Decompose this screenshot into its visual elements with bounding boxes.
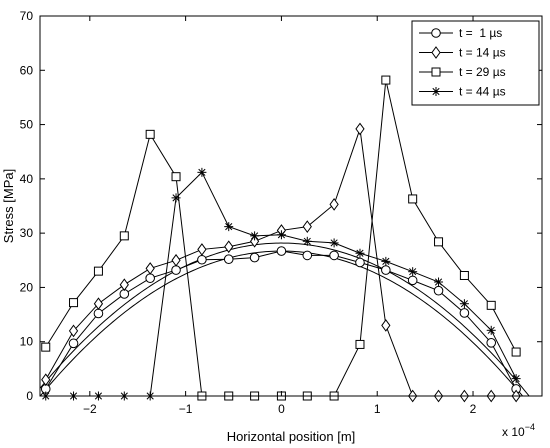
legend-label: t = 44 µs (459, 85, 506, 99)
y-tick-labels: 0 10 20 30 40 50 60 70 (20, 9, 34, 403)
point-series-4 (329, 238, 339, 248)
y-tick-label: 0 (26, 389, 33, 403)
legend-marker (431, 46, 441, 59)
point-series-2 (197, 243, 207, 256)
point-series-2 (68, 324, 79, 338)
point-series-1 (486, 338, 497, 348)
y-tick-label: 60 (20, 63, 34, 77)
y-axis-label: Stress [MPa] (1, 169, 16, 243)
y-tick-label: 30 (20, 226, 34, 240)
point-series-4 (302, 236, 312, 246)
legend-label: t = 1 µs (459, 26, 502, 40)
point-series-1 (329, 250, 339, 261)
point-series-4 (355, 248, 365, 258)
point-series-3 (486, 300, 496, 310)
x-tick-label: 2 (470, 402, 477, 416)
point-series-2 (224, 240, 234, 254)
point-series-2 (41, 373, 51, 387)
series-line-4 (45, 171, 517, 397)
fit-curve-t14 (40, 242, 530, 396)
point-series-4 (224, 222, 234, 232)
point-series-4 (511, 374, 521, 384)
point-series-1 (355, 257, 365, 268)
point-series-1 (223, 254, 234, 265)
series-markers (40, 75, 521, 403)
legend-marker (431, 87, 441, 96)
point-series-2 (355, 122, 365, 136)
point-series-1 (381, 265, 391, 275)
point-series-1 (459, 308, 470, 318)
point-series-3 (41, 342, 51, 352)
point-series-2 (302, 220, 312, 233)
point-series-2 (145, 262, 155, 275)
plot-frame (39, 15, 543, 397)
point-series-4 (276, 230, 286, 240)
legend-marker (431, 67, 441, 77)
point-series-4 (171, 193, 181, 203)
point-series-4 (459, 299, 469, 309)
legend-label: t = 29 µs (459, 65, 506, 79)
y-tick-label: 40 (20, 172, 34, 186)
point-series-3 (511, 347, 521, 357)
point-series-2 (93, 297, 104, 311)
fit-curve-t1 (40, 250, 524, 396)
series-line-2 (45, 128, 517, 397)
x-multiplier-exponent: −4 (525, 422, 535, 432)
point-series-3 (171, 172, 181, 182)
point-series-4 (434, 277, 444, 287)
point-series-4 (197, 167, 207, 177)
point-series-1 (433, 285, 444, 296)
point-series-3 (69, 298, 79, 308)
x-axis-label: Horizontal position [m] (227, 429, 356, 444)
legend: t = 1 µs t = 14 µs t = 29 µs t = 44 µs (411, 20, 540, 106)
point-series-2 (329, 198, 339, 211)
point-series-1 (276, 246, 287, 256)
point-series-2 (381, 319, 391, 332)
point-series-4 (408, 267, 418, 277)
point-series-1 (407, 275, 418, 286)
x-tick-label: 1 (374, 402, 381, 416)
point-series-1 (171, 265, 181, 275)
y-tick-label: 50 (20, 118, 34, 132)
point-series-1 (93, 308, 104, 319)
point-series-3 (459, 270, 469, 280)
point-series-3 (119, 231, 129, 241)
x-axis-multiplier: x 10−4 (502, 422, 535, 439)
x-multiplier-base: x 10 (502, 425, 525, 439)
point-series-2 (119, 278, 129, 292)
point-series-2 (171, 253, 181, 267)
x-tick-labels: −2 −1 0 1 2 (83, 402, 477, 416)
point-series-1 (302, 250, 313, 261)
y-tick-label: 20 (20, 280, 34, 294)
x-tick-label: −1 (179, 402, 193, 416)
point-series-1 (249, 252, 260, 263)
point-series-4 (486, 325, 496, 335)
point-series-1 (145, 273, 155, 284)
legend-label: t = 14 µs (459, 46, 506, 60)
legend-marker (431, 28, 441, 38)
point-series-3 (408, 194, 418, 204)
point-series-4 (250, 231, 260, 241)
point-series-1 (68, 338, 79, 349)
x-tick-label: −2 (83, 402, 97, 416)
point-series-4 (381, 256, 391, 266)
point-series-3 (381, 75, 391, 85)
point-series-3 (355, 339, 365, 349)
x-tick-label: 0 (278, 402, 285, 416)
fit-curves (40, 242, 530, 396)
y-tick-label: 70 (20, 9, 34, 23)
series-line-1 (45, 250, 517, 390)
y-tick-label: 10 (20, 335, 34, 349)
point-series-3 (434, 237, 444, 247)
point-series-1 (197, 254, 207, 265)
point-series-3 (145, 129, 155, 139)
point-series-3 (93, 266, 103, 276)
axis-ticks (40, 15, 542, 397)
